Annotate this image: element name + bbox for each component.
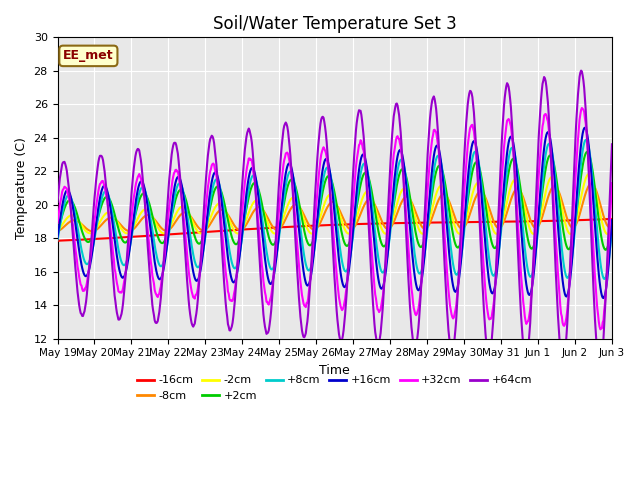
+64cm (596, 364, 604, 370)
+64cm (577, 68, 585, 73)
-16cm (64, 238, 72, 243)
+64cm (419, 261, 426, 266)
Line: -2cm: -2cm (58, 174, 612, 234)
-2cm (419, 231, 426, 237)
+8cm (582, 137, 589, 143)
+64cm (402, 229, 410, 235)
-2cm (64, 215, 72, 220)
+8cm (419, 265, 426, 271)
+8cm (121, 262, 129, 268)
+2cm (419, 243, 426, 249)
-16cm (54, 238, 61, 243)
+8cm (608, 226, 616, 232)
+64cm (608, 142, 616, 147)
+32cm (578, 105, 586, 111)
-8cm (88, 228, 96, 234)
+32cm (596, 326, 604, 332)
+16cm (64, 187, 72, 193)
Text: EE_met: EE_met (63, 49, 114, 62)
-16cm (402, 220, 410, 226)
Line: +32cm: +32cm (58, 108, 612, 329)
-2cm (608, 222, 616, 228)
Legend: -16cm, -8cm, -2cm, +2cm, +8cm, +16cm, +32cm, +64cm: -16cm, -8cm, -2cm, +2cm, +8cm, +16cm, +3… (133, 371, 536, 406)
+64cm (206, 136, 214, 142)
-2cm (402, 187, 410, 192)
-2cm (206, 216, 214, 221)
-2cm (121, 229, 129, 235)
Line: -16cm: -16cm (58, 219, 612, 240)
-8cm (122, 227, 129, 232)
-2cm (54, 228, 61, 234)
+2cm (177, 187, 185, 193)
Line: +2cm: +2cm (58, 152, 612, 250)
-8cm (178, 211, 186, 216)
Line: -8cm: -8cm (58, 184, 612, 231)
+2cm (602, 247, 610, 252)
+32cm (608, 180, 616, 186)
-16cm (177, 231, 185, 237)
-16cm (121, 234, 129, 240)
-16cm (608, 216, 616, 222)
+32cm (121, 276, 129, 282)
-8cm (608, 223, 616, 228)
+8cm (54, 237, 61, 242)
+64cm (177, 185, 185, 191)
-16cm (419, 220, 426, 226)
Y-axis label: Temperature (C): Temperature (C) (15, 137, 28, 239)
+16cm (54, 235, 61, 240)
+8cm (402, 175, 410, 180)
-8cm (403, 194, 411, 200)
-2cm (585, 171, 593, 177)
+2cm (121, 240, 129, 245)
-8cm (419, 225, 427, 231)
Title: Soil/Water Temperature Set 3: Soil/Water Temperature Set 3 (213, 15, 456, 33)
+16cm (608, 217, 616, 223)
+2cm (206, 204, 214, 209)
-8cm (588, 181, 595, 187)
+32cm (206, 168, 214, 174)
+8cm (64, 193, 72, 199)
+64cm (54, 199, 61, 205)
+32cm (402, 210, 410, 216)
+2cm (608, 221, 616, 227)
+16cm (177, 179, 185, 184)
+8cm (206, 199, 214, 205)
X-axis label: Time: Time (319, 364, 350, 377)
+64cm (121, 285, 129, 290)
+16cm (121, 273, 129, 278)
-8cm (54, 228, 61, 234)
Line: +64cm: +64cm (58, 71, 612, 367)
+32cm (419, 266, 426, 272)
+2cm (402, 173, 410, 179)
+32cm (64, 190, 72, 196)
Line: +8cm: +8cm (58, 140, 612, 279)
+16cm (402, 180, 410, 186)
+32cm (177, 189, 185, 195)
+16cm (581, 125, 589, 131)
-2cm (604, 231, 611, 237)
+16cm (419, 274, 426, 279)
+8cm (177, 181, 185, 187)
+2cm (54, 228, 61, 234)
-16cm (206, 229, 214, 235)
+32cm (54, 220, 61, 226)
+2cm (64, 199, 72, 204)
Line: +16cm: +16cm (58, 128, 612, 298)
-8cm (207, 220, 215, 226)
+16cm (600, 295, 607, 301)
+16cm (206, 189, 214, 194)
-8cm (64, 221, 72, 227)
+2cm (584, 149, 591, 155)
-2cm (177, 204, 185, 210)
+8cm (600, 276, 608, 282)
+64cm (64, 174, 72, 180)
